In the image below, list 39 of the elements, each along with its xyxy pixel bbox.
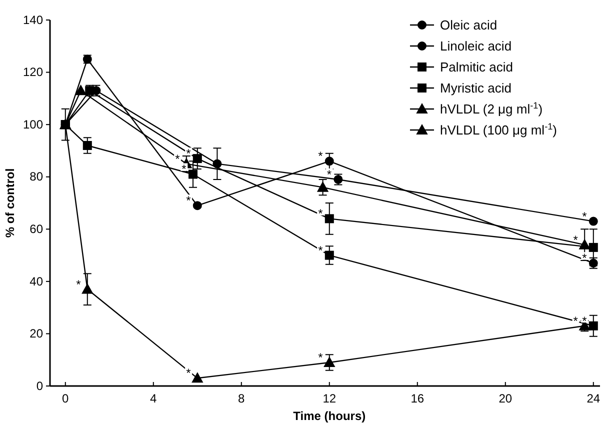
annotation: * bbox=[186, 146, 192, 161]
x-tick-label: 0 bbox=[62, 392, 70, 406]
annotation: * bbox=[186, 194, 192, 208]
y-tick-label: 80 bbox=[30, 170, 44, 184]
annotation: * bbox=[318, 243, 324, 258]
annotation: * bbox=[318, 149, 324, 164]
x-axis-title: Time (hours) bbox=[293, 409, 366, 423]
y-tick-label: 40 bbox=[30, 274, 44, 288]
annotation: * bbox=[582, 314, 588, 328]
y-tick-label: 60 bbox=[30, 222, 44, 236]
x-tick-label: 24 bbox=[586, 392, 600, 406]
y-tick-label: 100 bbox=[22, 117, 44, 132]
annotation: * bbox=[326, 167, 332, 182]
y-tick-label: 140 bbox=[22, 12, 44, 27]
y-tick-label: 120 bbox=[22, 65, 44, 80]
annotation: * bbox=[175, 152, 180, 166]
annotation: * bbox=[182, 162, 187, 176]
annotation: * bbox=[318, 206, 324, 221]
legend-label: hVLDL (2 μg ml$^{-1}$) bbox=[440, 100, 543, 117]
legend-label: Oleic acid bbox=[440, 18, 498, 33]
annotation: * bbox=[318, 350, 324, 364]
annotation: * bbox=[582, 209, 588, 224]
annotation: * bbox=[76, 277, 82, 292]
x-tick-label: 4 bbox=[150, 392, 158, 406]
y-tick-label: 20 bbox=[30, 326, 44, 341]
x-tick-label: 16 bbox=[410, 392, 424, 406]
y-tick-label: 0 bbox=[36, 378, 44, 393]
annotation: * bbox=[186, 366, 192, 380]
legend-label: Myristic acid bbox=[440, 80, 512, 96]
annotation: * bbox=[573, 314, 578, 328]
y-axis-title: % of control bbox=[3, 168, 17, 238]
legend-label: Linoleic acid bbox=[440, 38, 512, 54]
annotation: * bbox=[582, 251, 588, 266]
annotation: * bbox=[573, 232, 578, 247]
x-tick-label: 8 bbox=[238, 392, 246, 406]
x-tick-label: 20 bbox=[498, 392, 512, 406]
legend-label: Palmitic acid bbox=[440, 60, 513, 75]
legend-label: hVLDL (100 μg ml$^{-1}$) bbox=[440, 122, 557, 138]
x-tick-label: 12 bbox=[322, 392, 336, 406]
